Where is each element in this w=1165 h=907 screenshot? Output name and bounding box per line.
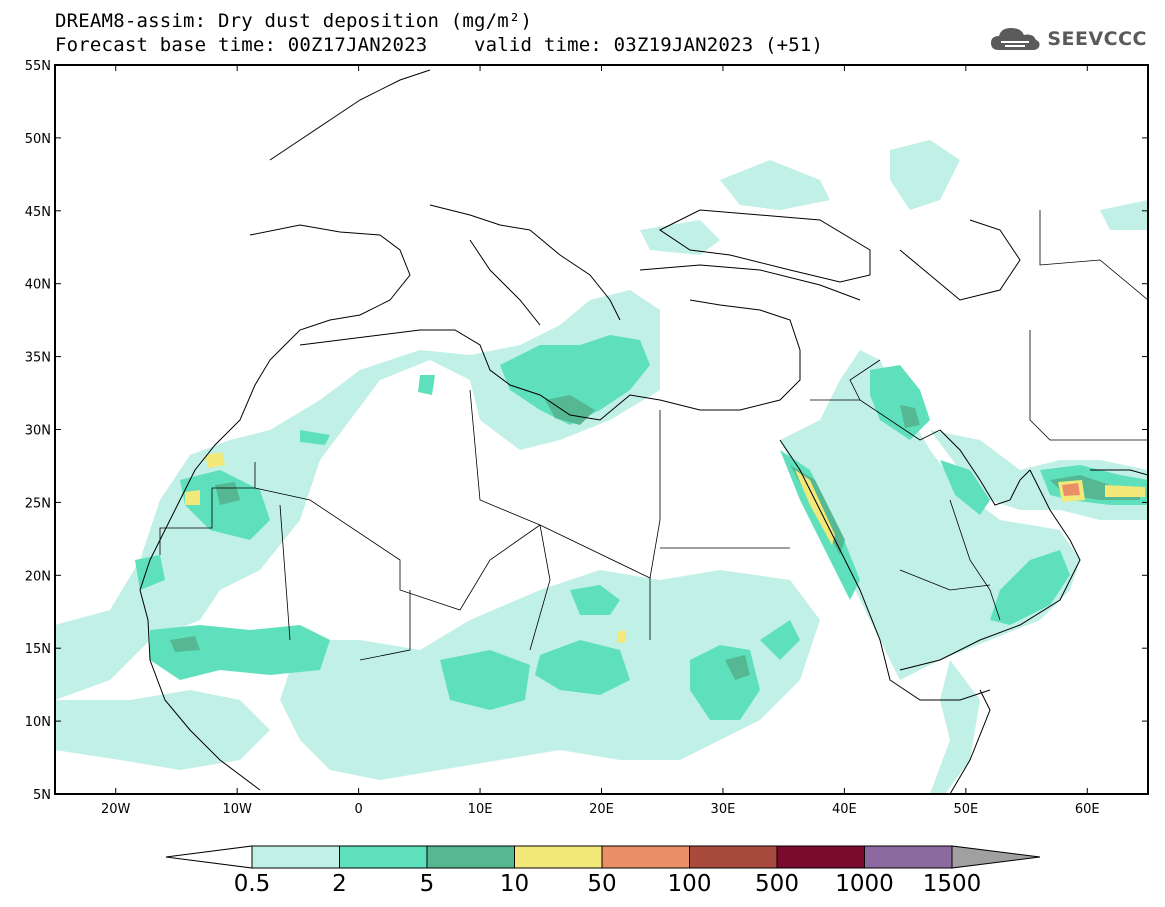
colorbar-label: 2 [332,871,347,897]
coastlines [139,69,1148,794]
lon-tick-label: 40E [832,802,857,817]
colorbar-label: 50 [587,871,616,897]
map-plot-area [55,69,1148,794]
colorbar-swatch [514,845,603,869]
lat-tick-label: 10N [25,715,51,730]
colorbar-swatch [864,845,953,869]
logo: SEEVCCC [989,24,1147,54]
lat-tick-label: 50N [25,132,51,147]
colorbar-swatch [251,845,340,869]
colorbar: 0.5 2 5 10 50 100 500 1000 1500 [165,845,1041,897]
title-line-2: Forecast base time: 00Z17JAN2023 valid t… [55,34,824,56]
lat-axis: 55N 50N 45N 40N 35N 30N 25N 20N 15N 10N 5N [25,59,1148,803]
lat-tick-label: 35N [25,351,51,366]
lon-axis: 20W 10W 0 10E 20E 30E 40E 50E 60E [101,65,1100,817]
colorbar-swatch [776,845,865,869]
lat-tick-label: 25N [25,496,51,511]
dust-level-50 [1062,483,1080,496]
lat-tick-label: 55N [25,59,51,74]
colorbar-label: 0.5 [234,871,271,897]
colorbar-swatch [689,845,778,869]
colorbar-over-arrow [951,845,1041,869]
cloud-icon [991,28,1040,50]
lon-tick-label: 60E [1075,802,1100,817]
lat-tick-label: 40N [25,278,51,293]
lon-tick-label: 50E [953,802,978,817]
colorbar-swatch [426,845,515,869]
lat-tick-label: 15N [25,642,51,657]
lat-tick-label: 45N [25,205,51,220]
colorbar-label: 10 [500,871,529,897]
lon-tick-label: 30E [711,802,736,817]
lon-tick-label: 20W [101,802,131,817]
colorbar-label: 100 [668,871,712,897]
lon-tick-label: 10W [222,802,252,817]
lat-tick-label: 5N [33,788,51,803]
dust-level-0.5 [55,140,1148,794]
borders [159,210,1148,661]
lon-tick-label: 10E [468,802,493,817]
colorbar-label: 500 [755,871,799,897]
colorbar-label: 1000 [835,871,894,897]
colorbar-under-arrow [165,845,253,869]
lat-tick-label: 20N [25,569,51,584]
dust-level-2 [135,335,1148,720]
lon-tick-label: 20E [589,802,614,817]
title-line-1: DREAM8-assim: Dry dust deposition (mg/m²… [55,10,533,32]
lat-tick-label: 30N [25,424,51,439]
colorbar-label: 5 [420,871,435,897]
colorbar-label: 1500 [923,871,982,897]
colorbar-swatch [339,845,428,869]
logo-text: SEEVCCC [1047,28,1147,50]
lon-tick-label: 0 [354,802,362,817]
colorbar-swatch [601,845,690,869]
